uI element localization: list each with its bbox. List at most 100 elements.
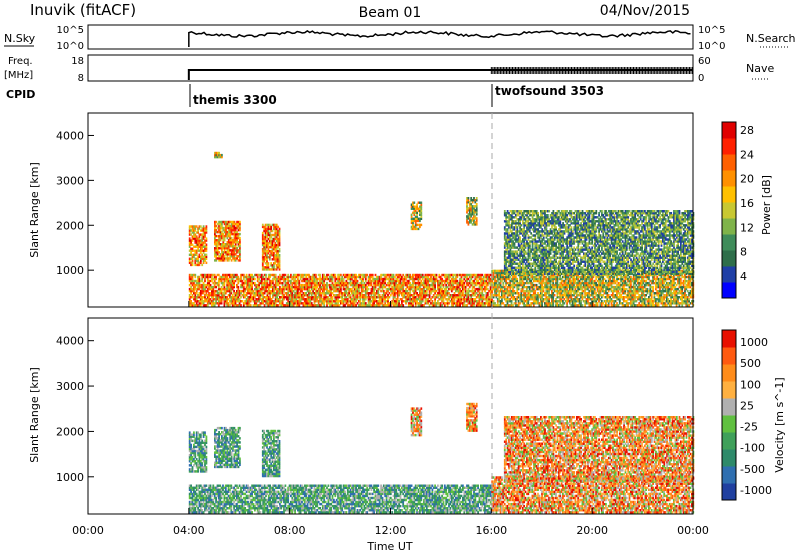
nave-label: Nave	[746, 62, 774, 75]
heatmap-cell	[476, 217, 478, 219]
heatmap-cell	[605, 280, 607, 282]
heatmap-cell	[519, 302, 521, 304]
heatmap-cell	[476, 205, 478, 207]
nsky-tick-bottom: 10^0	[57, 41, 84, 52]
heatmap-cell	[566, 302, 568, 304]
heatmap-cell	[493, 300, 495, 302]
heatmap-cell	[502, 282, 504, 284]
heatmap-cell	[240, 304, 242, 306]
freq-panel	[88, 55, 693, 81]
station-title: Inuvik (fitACF)	[30, 1, 136, 19]
heatmap-cell	[231, 237, 233, 239]
freq-trace	[189, 70, 693, 80]
heatmap-cell	[204, 233, 206, 235]
heatmap-cell	[279, 268, 281, 270]
heatmap-cell	[239, 233, 241, 235]
heatmap-cell	[372, 274, 374, 276]
heatmap-cell	[434, 282, 436, 284]
heatmap-cell	[279, 228, 281, 230]
radar-summary-plot: Inuvik (fitACF) Beam 01 04/Nov/2015 N.Sk…	[0, 0, 800, 554]
heatmap-cell	[239, 257, 241, 259]
heatmap-cell	[266, 258, 268, 260]
heatmap-cell	[242, 300, 244, 302]
heatmap-cell	[206, 225, 208, 227]
heatmap-cell	[323, 302, 325, 304]
heatmap-cell	[483, 294, 485, 296]
heatmap-cell	[279, 240, 281, 242]
freq-tick-top: 18	[71, 56, 84, 67]
heatmap-cell	[368, 288, 370, 290]
nsky-trace	[189, 31, 691, 47]
heatmap-cell	[456, 280, 458, 282]
heatmap-cell	[463, 282, 465, 284]
heatmap-cell	[420, 224, 422, 226]
heatmap-cell	[334, 274, 336, 276]
heatmap-cell	[264, 292, 266, 294]
heatmap-cell	[432, 300, 434, 302]
heatmap-cell	[239, 249, 241, 251]
nsearch-tick-top: 10^5	[698, 25, 725, 36]
heatmap-cell	[552, 302, 554, 304]
heatmap-cell	[220, 239, 222, 241]
beam-title: Beam 01	[359, 5, 422, 21]
heatmap-cell	[487, 292, 489, 294]
heatmap-cell	[436, 274, 438, 276]
heatmap-cell	[190, 300, 192, 302]
heatmap-cell	[498, 292, 500, 294]
heatmap-cell	[206, 262, 208, 264]
heatmap-cell	[500, 282, 502, 284]
heatmap-cell	[476, 203, 478, 205]
date-title: 04/Nov/2015	[600, 3, 690, 19]
freq-tick-bottom: 8	[78, 73, 84, 84]
heatmap-cell	[192, 264, 194, 266]
heatmap-cell	[514, 290, 516, 292]
heatmap-cell	[237, 282, 239, 284]
heatmap-cell	[224, 239, 226, 241]
heatmap-cell	[279, 230, 281, 232]
freq-unit-label: [MHz]	[4, 70, 33, 81]
heatmap-cell	[405, 302, 407, 304]
nsearch-label: N.Search	[746, 32, 796, 45]
heatmap-cell	[430, 292, 432, 294]
heatmap-cell	[221, 302, 223, 304]
heatmap-cell	[420, 210, 422, 212]
heatmap-cell	[224, 282, 226, 284]
heatmap-cell	[239, 229, 241, 231]
heatmap-cell	[233, 290, 235, 292]
heatmap-cell	[554, 294, 556, 296]
heatmap-cell	[225, 292, 227, 294]
nave-tick-top: 60	[698, 56, 711, 67]
heatmap-cell	[563, 302, 565, 304]
heatmap-cell	[282, 282, 284, 284]
heatmap-cell	[279, 254, 281, 256]
nsky-label: N.Sky	[4, 32, 36, 45]
heatmap-cell	[199, 264, 201, 266]
heatmap-cell	[582, 292, 584, 294]
heatmap-cell	[275, 274, 277, 276]
cpid-segment-1: themis 3300	[193, 93, 277, 107]
heatmap-cell	[201, 264, 203, 266]
heatmap-cell	[476, 197, 478, 199]
heatmap-cell	[582, 304, 584, 306]
heatmap-cell	[601, 300, 603, 302]
plot-canvas: Inuvik (fitACF) Beam 01 04/Nov/2015 N.Sk…	[0, 0, 800, 554]
heatmap-cell	[357, 280, 359, 282]
heatmap-cell	[218, 152, 220, 154]
heatmap-cell	[279, 248, 281, 250]
heatmap-cell	[315, 274, 317, 276]
heatmap-cell	[448, 302, 450, 304]
heatmap-cell	[473, 302, 475, 304]
heatmap-cell	[206, 237, 208, 239]
heatmap-cell	[194, 274, 196, 276]
heatmap-cell	[402, 304, 404, 306]
cpid-label: CPID	[6, 88, 35, 101]
heatmap-cell	[237, 286, 239, 288]
heatmap-cell	[541, 302, 543, 304]
heatmap-cell	[221, 154, 223, 156]
heatmap-cell	[233, 282, 235, 284]
heatmap-cell	[516, 278, 518, 280]
heatmap-cell	[218, 282, 220, 284]
freq-label: Freq.	[8, 56, 33, 67]
heatmap-cell	[420, 202, 422, 204]
heatmap-cell	[206, 244, 208, 246]
